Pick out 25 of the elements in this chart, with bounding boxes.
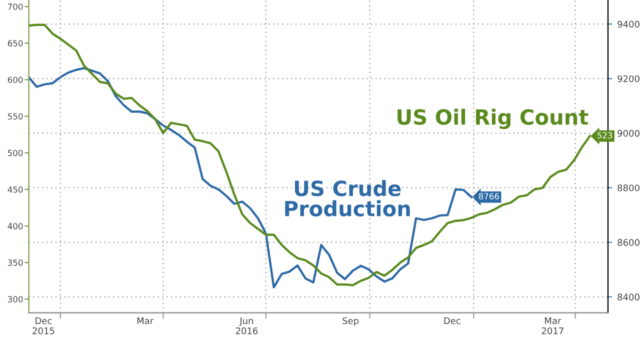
x-tick-label: Jun 2016 [236, 317, 258, 334]
y2-tick-label: 8400 [618, 294, 640, 300]
y-tick-label: 300 [8, 296, 23, 302]
y-tick-label: 400 [8, 222, 23, 230]
y-tick-label: 650 [8, 40, 23, 46]
x-tick-label: Sep [342, 317, 359, 326]
y2-tick-label: 9000 [618, 130, 640, 137]
x-tick-label: Mar 2017 [542, 317, 564, 334]
y2-tick-label: 9200 [618, 75, 640, 82]
series-label: US Oil Rig Count [398, 108, 588, 130]
data-label: 8766 [478, 193, 500, 200]
y-tick-label: 450 [8, 186, 23, 193]
series-label: US Crude Production [285, 180, 410, 216]
y-tick-label: 700 [8, 4, 23, 10]
y-tick-label: 500 [8, 150, 23, 156]
x-tick-label: Dec 2015 [32, 317, 54, 334]
y2-tick-label: 8800 [618, 184, 640, 192]
x-tick-label: Dec [444, 317, 460, 324]
y2-tick-label: 9400 [618, 20, 640, 28]
y-tick-label: 600 [8, 76, 23, 83]
y-tick-label: 550 [8, 113, 23, 120]
x-tick-label: Mar [137, 317, 154, 324]
y2-tick-label: 8600 [618, 239, 640, 246]
y-tick-label: 350 [8, 260, 23, 266]
data-label: 523 [598, 132, 612, 138]
